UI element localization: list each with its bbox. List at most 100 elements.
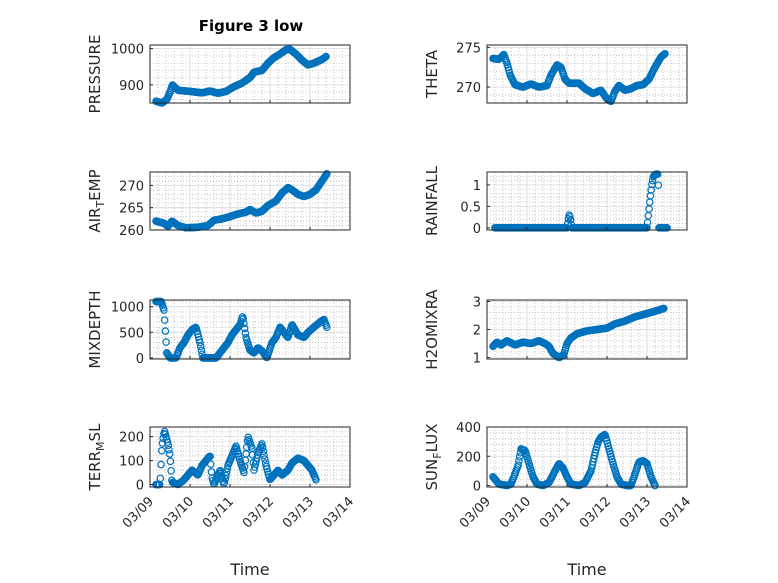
data-point bbox=[241, 329, 250, 337]
x-tick-label: 03/12 bbox=[240, 494, 277, 531]
y-tick-label: 270 bbox=[119, 179, 144, 194]
data-point bbox=[566, 212, 574, 221]
data-point bbox=[204, 453, 213, 462]
data-point bbox=[659, 304, 668, 313]
y-tick-label: 500 bbox=[119, 326, 144, 341]
data-point bbox=[160, 306, 168, 314]
axes-box bbox=[486, 44, 688, 104]
y-axis-label: H2OMIXRA bbox=[423, 289, 441, 370]
y-tick-label: 0 bbox=[136, 352, 144, 367]
y-axis-label: THETA bbox=[423, 49, 441, 99]
data-point bbox=[156, 474, 165, 483]
data-point bbox=[566, 216, 575, 224]
series-markers bbox=[489, 304, 668, 362]
data-point bbox=[206, 460, 215, 468]
data-point bbox=[215, 467, 224, 476]
data-point bbox=[312, 475, 320, 484]
subplot-mixdepth: 0 500 1000 MIXDEPTH bbox=[86, 290, 351, 369]
x-tick-label: 03/09 bbox=[120, 494, 157, 531]
x-tick-label: 03/10 bbox=[497, 494, 534, 531]
data-point bbox=[157, 460, 165, 469]
y-axis-label: TERRMSL bbox=[86, 423, 107, 492]
axes-box bbox=[149, 426, 351, 488]
x-tick-label: 03/13 bbox=[617, 494, 654, 531]
axes-box bbox=[486, 171, 688, 231]
data-point bbox=[162, 338, 170, 346]
data-point bbox=[661, 49, 669, 58]
series-markers bbox=[152, 45, 330, 107]
x-tick-label: 03/11 bbox=[200, 494, 237, 531]
y-tick-label: 2 bbox=[473, 324, 481, 339]
subplot-h2omixra: 1 2 3 H2OMIXRA bbox=[423, 289, 688, 370]
y-axis-label: AIRTEMP bbox=[86, 169, 107, 232]
y-tick-label: 200 bbox=[119, 431, 144, 446]
data-point bbox=[653, 170, 662, 178]
data-point bbox=[663, 224, 671, 232]
subplot-pressure: 900 1000 PRESSURE bbox=[86, 35, 351, 114]
y-tick-label: 0 bbox=[473, 222, 481, 237]
series-markers bbox=[489, 430, 659, 490]
data-point bbox=[164, 441, 173, 450]
data-point bbox=[239, 314, 248, 323]
data-point bbox=[161, 327, 170, 335]
data-point bbox=[222, 471, 230, 480]
x-tick-label: 03/13 bbox=[280, 494, 317, 531]
data-point bbox=[514, 461, 523, 469]
y-axis-label: SUNFLUX bbox=[423, 424, 444, 491]
data-point bbox=[220, 478, 229, 487]
plot-area bbox=[487, 45, 687, 103]
data-point bbox=[206, 452, 214, 461]
plot-area bbox=[150, 172, 350, 230]
axes-box bbox=[149, 171, 351, 231]
x-tick-label: 03/14 bbox=[320, 494, 357, 531]
subplot-sun_flux: 0 200 400 SUNFLUX 03/09 03/10 03/11 03/12 03/13 0… bbox=[423, 421, 694, 579]
y-tick-label: 270 bbox=[456, 81, 481, 96]
series-markers bbox=[152, 169, 331, 232]
y-tick-label: 1000 bbox=[111, 301, 144, 316]
x-tick-label: 03/09 bbox=[457, 494, 494, 531]
subplot-rainfall: 0 0.5 1 RAINFALL bbox=[423, 165, 688, 237]
y-axis-label: PRESSURE bbox=[86, 35, 104, 114]
data-point bbox=[322, 169, 331, 178]
data-point bbox=[223, 464, 232, 473]
y-tick-label: 265 bbox=[119, 202, 144, 217]
data-point bbox=[647, 186, 655, 194]
data-point bbox=[240, 324, 249, 333]
x-tick-label: 03/12 bbox=[577, 494, 614, 531]
y-tick-label: 900 bbox=[119, 79, 144, 94]
data-point bbox=[497, 52, 506, 61]
y-tick-label: 0 bbox=[136, 479, 144, 494]
data-point bbox=[163, 438, 172, 446]
y-tick-label: 200 bbox=[456, 450, 481, 465]
data-point bbox=[204, 454, 212, 463]
figure-title: Figure 3 low bbox=[199, 17, 304, 35]
data-point bbox=[196, 338, 204, 347]
y-tick-label: 0.5 bbox=[460, 200, 481, 215]
data-point bbox=[258, 440, 266, 448]
data-point bbox=[167, 466, 175, 475]
x-tick-label: 03/11 bbox=[537, 494, 574, 531]
y-tick-label: 1000 bbox=[111, 43, 144, 58]
data-point bbox=[240, 319, 248, 328]
series-markers bbox=[491, 170, 671, 232]
axes-box bbox=[149, 299, 351, 360]
y-tick-label: 260 bbox=[119, 224, 144, 239]
data-point bbox=[240, 468, 248, 477]
y-axis-label: MIXDEPTH bbox=[86, 290, 104, 368]
series-markers bbox=[489, 49, 669, 106]
axes-box bbox=[486, 426, 688, 488]
data-point bbox=[160, 316, 169, 324]
data-point bbox=[165, 445, 173, 454]
data-point bbox=[322, 323, 331, 331]
y-tick-label: 275 bbox=[456, 41, 481, 56]
x-axis-label: Time bbox=[566, 560, 606, 579]
y-tick-label: 0 bbox=[473, 480, 481, 495]
data-point bbox=[196, 342, 205, 351]
data-point bbox=[157, 446, 166, 455]
data-point bbox=[260, 451, 268, 459]
data-point bbox=[515, 457, 523, 465]
y-tick-label: 100 bbox=[119, 455, 144, 470]
data-point bbox=[651, 481, 659, 490]
